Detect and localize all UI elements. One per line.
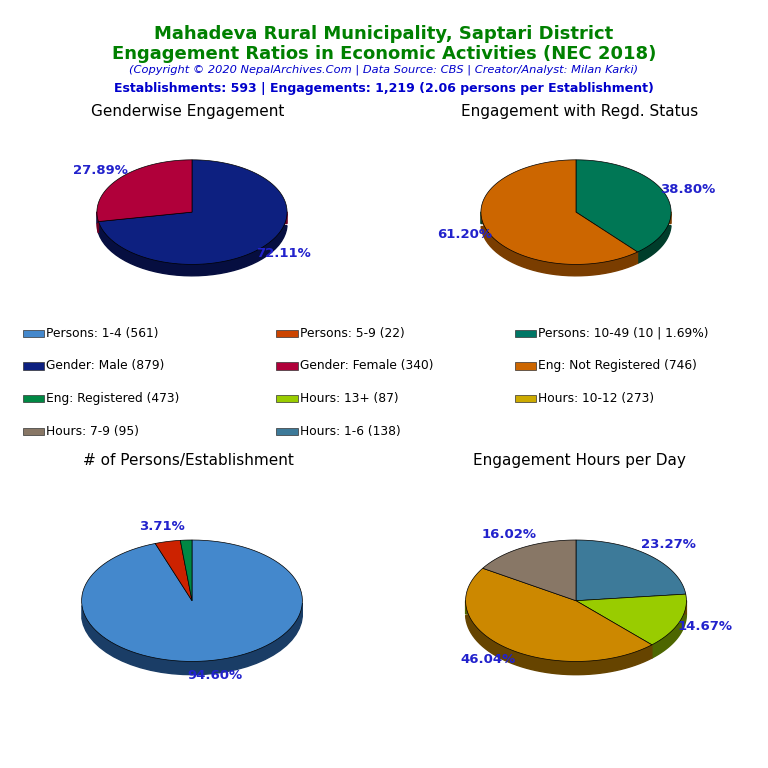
Polygon shape (155, 541, 192, 601)
FancyBboxPatch shape (515, 329, 536, 337)
Polygon shape (97, 212, 287, 233)
FancyBboxPatch shape (276, 428, 298, 435)
FancyBboxPatch shape (515, 362, 536, 369)
Text: 61.20%: 61.20% (437, 228, 492, 241)
Text: 27.89%: 27.89% (73, 164, 128, 177)
Polygon shape (82, 603, 303, 674)
Text: Persons: 5-9 (22): Persons: 5-9 (22) (300, 327, 405, 339)
Polygon shape (576, 540, 686, 601)
FancyBboxPatch shape (276, 362, 298, 369)
Text: Genderwise Engagement: Genderwise Engagement (91, 104, 285, 119)
Text: 16.02%: 16.02% (482, 528, 537, 541)
Polygon shape (465, 601, 687, 658)
FancyBboxPatch shape (276, 395, 298, 402)
FancyBboxPatch shape (515, 395, 536, 402)
Polygon shape (576, 160, 671, 252)
Polygon shape (97, 160, 192, 221)
Text: 3.71%: 3.71% (139, 520, 184, 533)
FancyBboxPatch shape (23, 428, 44, 435)
Text: Gender: Male (879): Gender: Male (879) (46, 359, 164, 372)
Polygon shape (97, 212, 287, 276)
Polygon shape (465, 601, 687, 674)
Polygon shape (483, 540, 576, 601)
Text: 72.11%: 72.11% (256, 247, 311, 260)
Text: Hours: 7-9 (95): Hours: 7-9 (95) (46, 425, 139, 438)
Polygon shape (465, 568, 652, 661)
FancyBboxPatch shape (276, 329, 298, 337)
FancyBboxPatch shape (23, 395, 44, 402)
Text: Persons: 1-4 (561): Persons: 1-4 (561) (46, 327, 159, 339)
Text: Gender: Female (340): Gender: Female (340) (300, 359, 433, 372)
Text: Hours: 1-6 (138): Hours: 1-6 (138) (300, 425, 400, 438)
Polygon shape (81, 540, 303, 661)
FancyBboxPatch shape (23, 329, 44, 337)
Polygon shape (180, 540, 192, 601)
Text: 38.80%: 38.80% (660, 183, 715, 196)
Text: Eng: Not Registered (746): Eng: Not Registered (746) (538, 359, 697, 372)
Text: Engagement Hours per Day: Engagement Hours per Day (473, 453, 687, 468)
Text: Mahadeva Rural Municipality, Saptari District: Mahadeva Rural Municipality, Saptari Dis… (154, 25, 614, 42)
Text: (Copyright © 2020 NepalArchives.Com | Data Source: CBS | Creator/Analyst: Milan : (Copyright © 2020 NepalArchives.Com | Da… (130, 65, 638, 75)
Polygon shape (481, 212, 671, 263)
Text: Engagement Ratios in Economic Activities (NEC 2018): Engagement Ratios in Economic Activities… (112, 45, 656, 62)
Text: 94.60%: 94.60% (187, 669, 243, 682)
Polygon shape (481, 212, 671, 276)
Polygon shape (481, 160, 637, 264)
Text: 23.27%: 23.27% (641, 538, 696, 551)
Polygon shape (98, 160, 287, 264)
Text: Hours: 10-12 (273): Hours: 10-12 (273) (538, 392, 654, 405)
Text: Hours: 13+ (87): Hours: 13+ (87) (300, 392, 399, 405)
Polygon shape (576, 594, 687, 645)
Text: Engagement with Regd. Status: Engagement with Regd. Status (462, 104, 698, 119)
Text: # of Persons/Establishment: # of Persons/Establishment (83, 453, 293, 468)
Text: Eng: Registered (473): Eng: Registered (473) (46, 392, 180, 405)
Text: Persons: 10-49 (10 | 1.69%): Persons: 10-49 (10 | 1.69%) (538, 327, 708, 339)
Text: 46.04%: 46.04% (461, 653, 516, 666)
Text: 14.67%: 14.67% (678, 621, 733, 634)
Text: Establishments: 593 | Engagements: 1,219 (2.06 persons per Establishment): Establishments: 593 | Engagements: 1,219… (114, 82, 654, 95)
FancyBboxPatch shape (23, 362, 44, 369)
